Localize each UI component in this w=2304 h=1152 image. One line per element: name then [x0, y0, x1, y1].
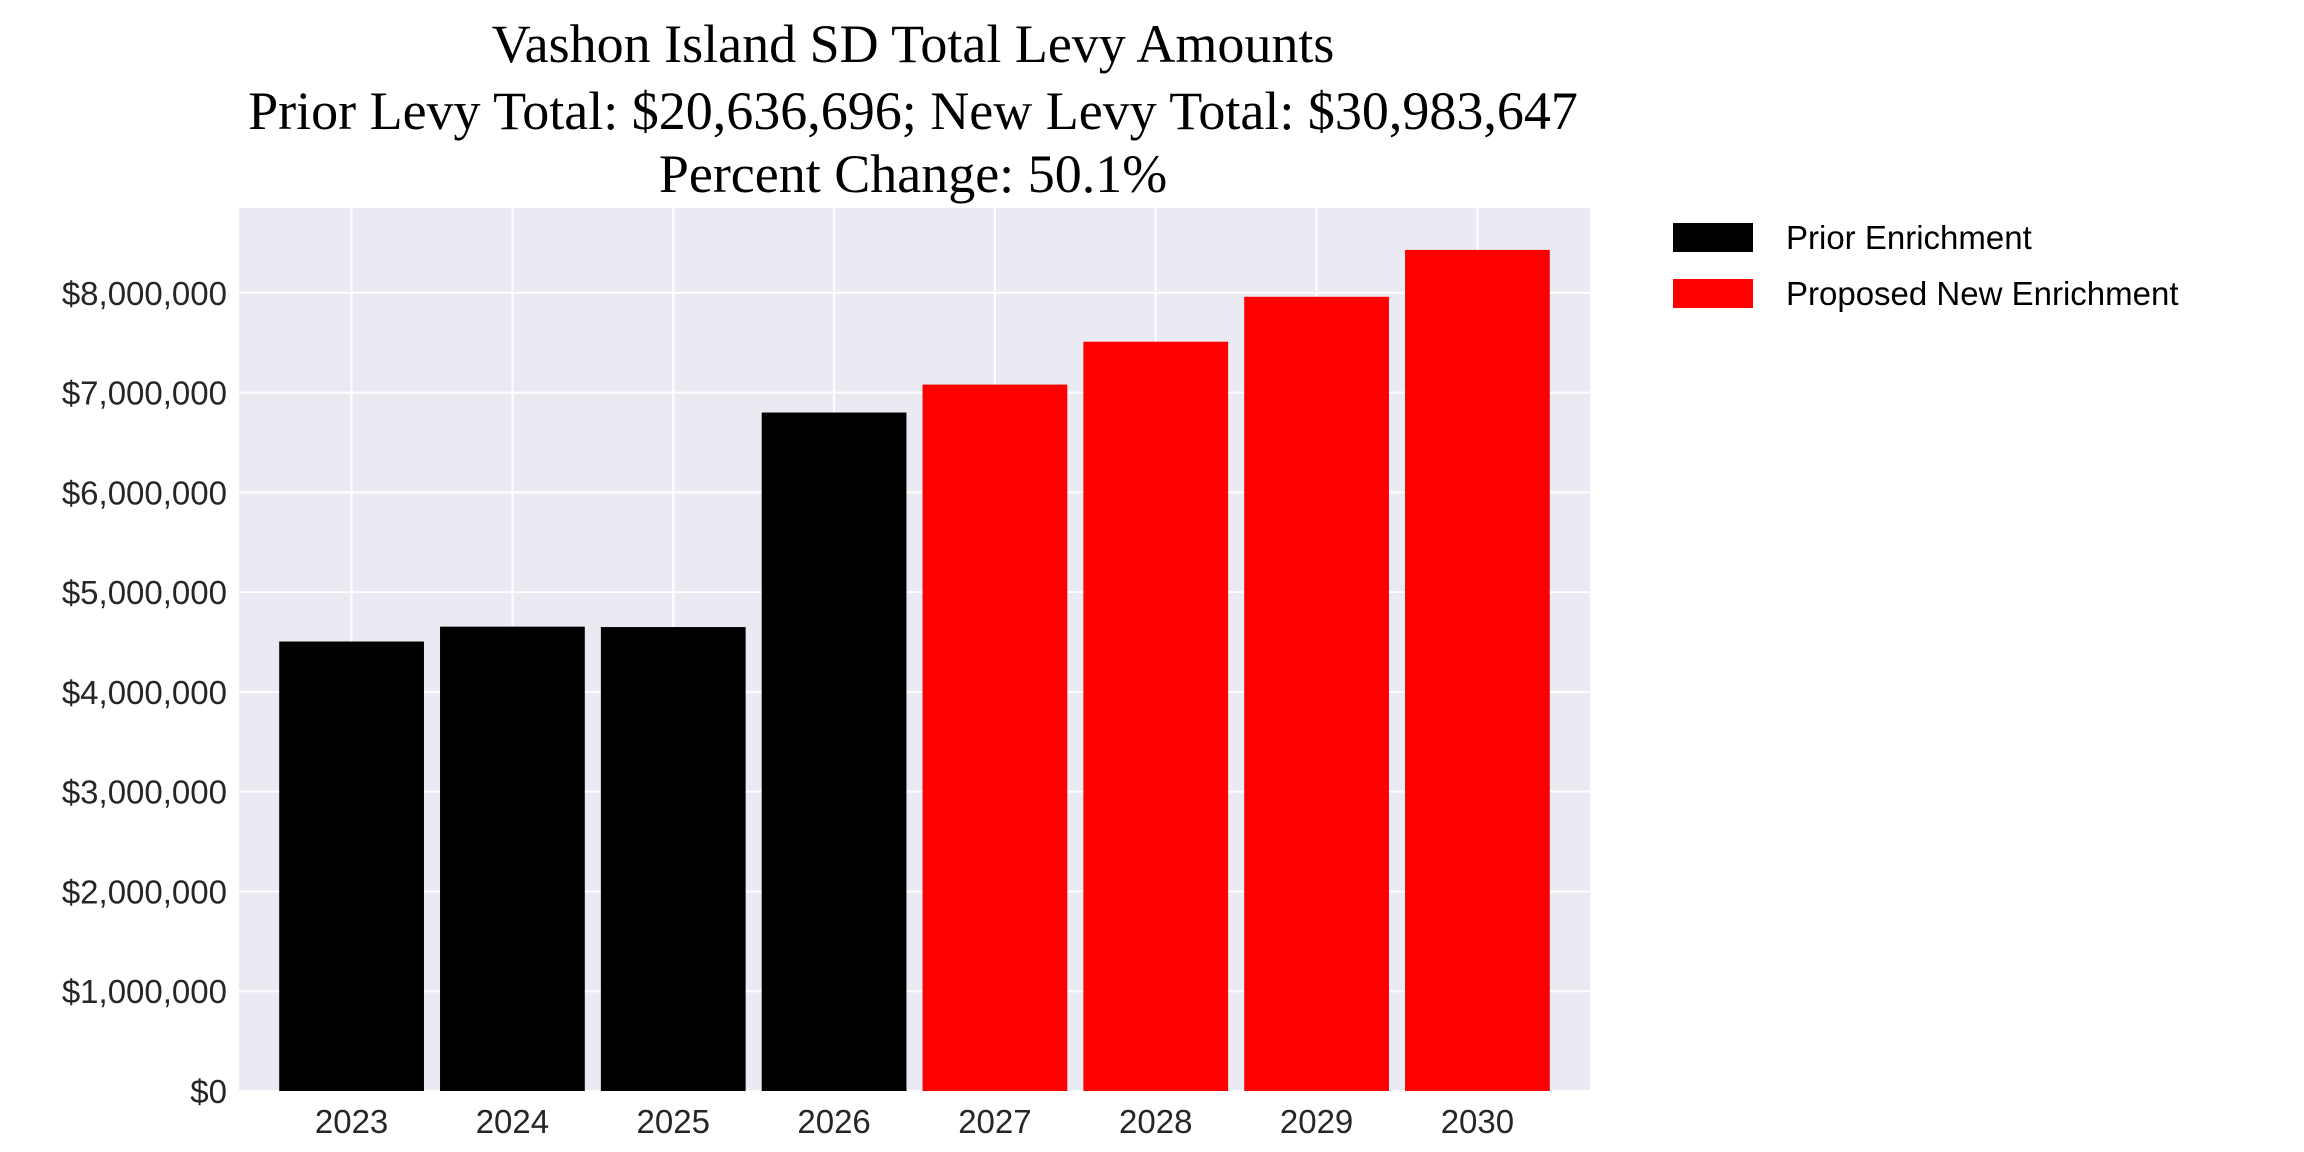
- x-tick-label: 2024: [476, 1103, 549, 1140]
- y-tick-label: $2,000,000: [62, 873, 227, 910]
- bar-2025: [600, 627, 746, 1091]
- x-tick-label: 2030: [1441, 1103, 1514, 1140]
- y-tick-label: $8,000,000: [62, 275, 227, 312]
- bar-2028: [1083, 341, 1229, 1092]
- bar-2030: [1405, 249, 1550, 1091]
- y-tick-label: $5,000,000: [62, 574, 227, 611]
- x-tick-label: 2029: [1280, 1103, 1353, 1140]
- y-tick-label: $7,000,000: [62, 375, 227, 412]
- legend-swatch-proposed: [1673, 279, 1753, 308]
- bar-2026: [761, 412, 907, 1091]
- legend-label-prior: Prior Enrichment: [1786, 219, 2032, 256]
- x-tick-label: 2027: [958, 1103, 1031, 1140]
- y-tick-label: $6,000,000: [62, 474, 227, 511]
- x-tick-label: 2025: [637, 1103, 710, 1140]
- chart-title: Vashon Island SD Total Levy Amounts: [492, 14, 1335, 74]
- chart-subtitle-percent: Percent Change: 50.1%: [659, 144, 1167, 204]
- x-tick-label: 2023: [315, 1103, 388, 1140]
- y-tick-label: $0: [190, 1073, 227, 1110]
- x-tick-label: 2028: [1119, 1103, 1192, 1140]
- chart-subtitle-totals: Prior Levy Total: $20,636,696; New Levy …: [248, 81, 1578, 141]
- legend: Prior Enrichment Proposed New Enrichment: [1673, 219, 2179, 312]
- bar-2023: [279, 641, 424, 1091]
- y-tick-label: $3,000,000: [62, 774, 227, 811]
- y-tick-label: $4,000,000: [62, 674, 227, 711]
- legend-swatch-prior: [1673, 223, 1753, 252]
- bar-2027: [922, 384, 1068, 1092]
- y-tick-label: $1,000,000: [62, 973, 227, 1010]
- legend-label-proposed: Proposed New Enrichment: [1786, 275, 2179, 312]
- bar-2024: [440, 626, 585, 1091]
- x-tick-label: 2026: [797, 1103, 870, 1140]
- bar-2029: [1244, 296, 1389, 1092]
